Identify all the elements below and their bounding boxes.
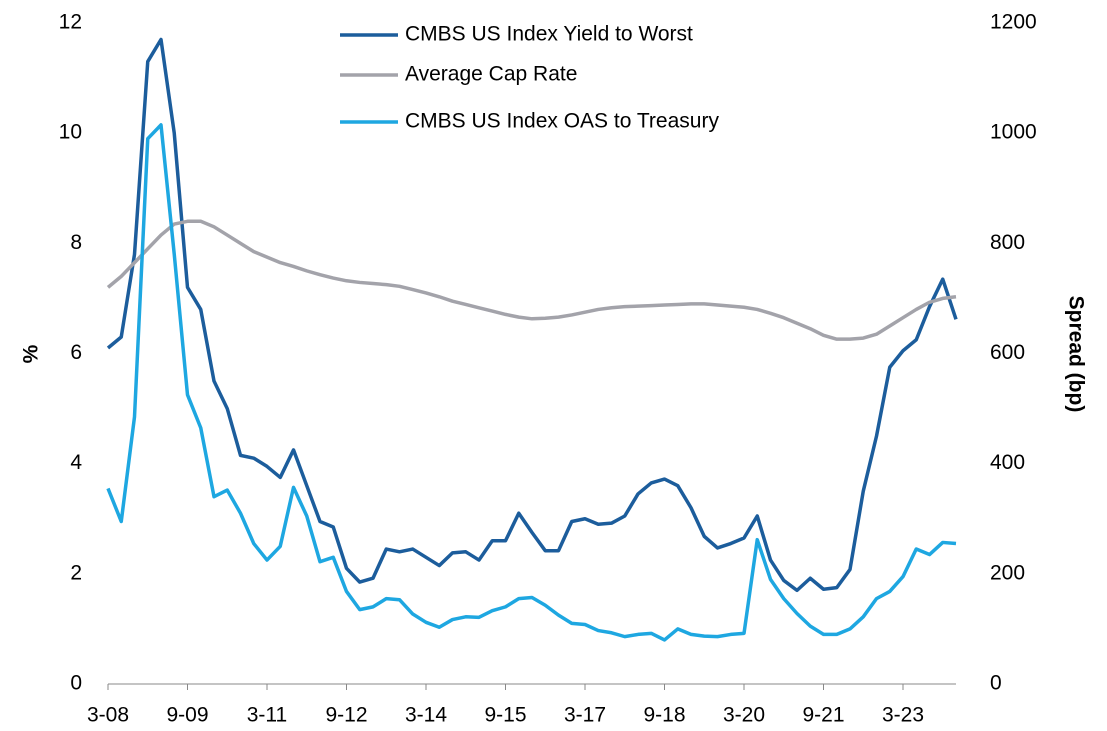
y2-axis-label: Spread (bp) (1064, 296, 1087, 413)
y2-tick-label: 0 (990, 672, 1002, 695)
y2-tick-label: 200 (990, 561, 1025, 584)
y-tick-label: 10 (59, 121, 82, 144)
y2-tick-label: 800 (990, 231, 1025, 254)
x-tick-label: 3-20 (723, 704, 765, 727)
y2-tick-label: 600 (990, 341, 1025, 364)
x-tick-label: 9-12 (325, 704, 367, 727)
y-tick-label: 6 (70, 341, 82, 364)
y-tick-label: 8 (70, 231, 82, 254)
y-tick-label: 2 (70, 561, 82, 584)
legend-label: CMBS US Index Yield to Worst (405, 23, 693, 46)
legend-label: Average Cap Rate (405, 63, 577, 86)
y2-tick-label: 1200 (990, 11, 1037, 34)
series-line (106, 37, 958, 593)
y2-tick-label: 1000 (990, 121, 1037, 144)
y-axis-label: % (20, 344, 43, 363)
legend-label: CMBS US Index OAS to Treasury (405, 110, 719, 133)
x-tick-label: 9-09 (166, 704, 208, 727)
x-tick-label: 9-21 (802, 704, 844, 727)
x-tick-label: 3-23 (882, 704, 924, 727)
y2-tick-label: 400 (990, 451, 1025, 474)
x-tick-label: 3-14 (405, 704, 447, 727)
y-tick-label: 12 (59, 11, 82, 34)
x-tick-label: 3-11 (247, 704, 287, 727)
x-tick-label: 9-15 (484, 704, 526, 727)
x-tick-label: 3-17 (564, 704, 606, 727)
y-tick-label: 0 (70, 672, 82, 695)
series-line (106, 123, 957, 642)
series-line (106, 219, 957, 341)
x-tick-label: 3-08 (87, 704, 129, 727)
x-tick-label: 9-18 (643, 704, 685, 727)
y-tick-label: 4 (70, 451, 82, 474)
